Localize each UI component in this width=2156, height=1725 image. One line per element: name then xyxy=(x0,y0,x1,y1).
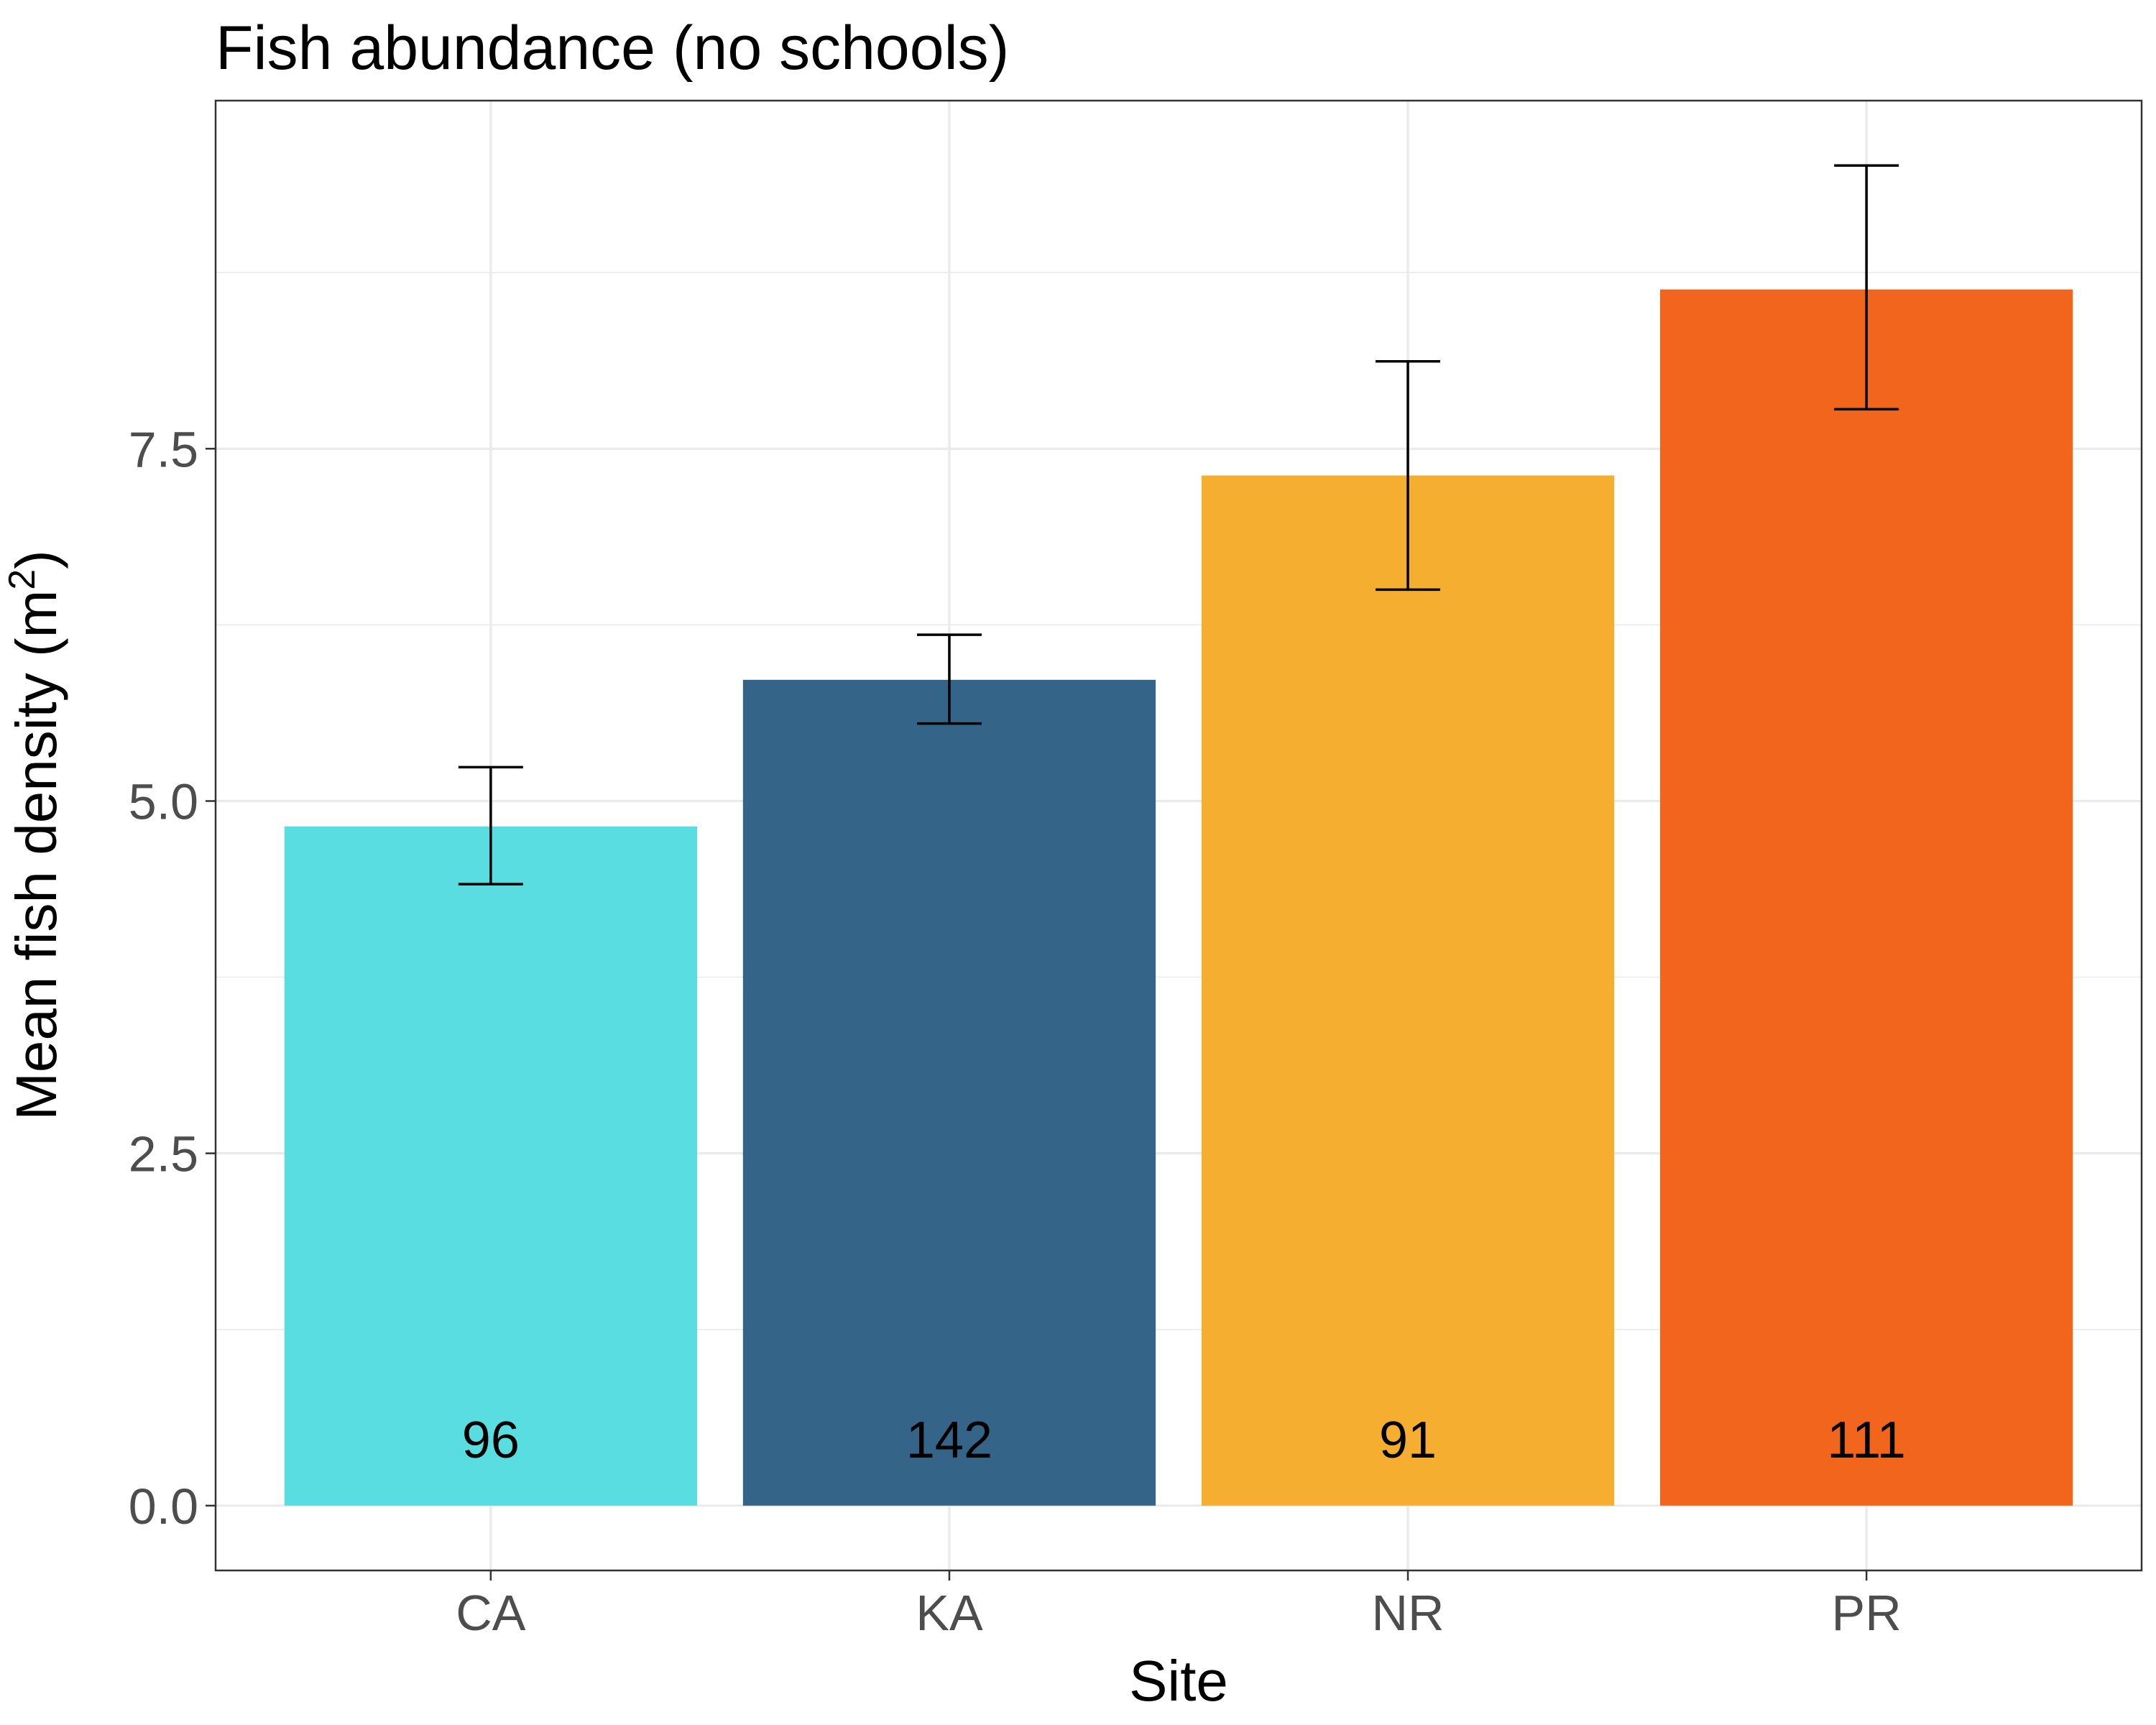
y-axis-title-main: Mean fish density (m xyxy=(4,590,68,1121)
count-label-ka: 142 xyxy=(906,1412,992,1469)
x-tick-label-ca: CA xyxy=(456,1585,526,1641)
bars xyxy=(284,289,2073,1506)
count-label-pr: 111 xyxy=(1827,1412,1905,1469)
error-bar-ca xyxy=(458,765,523,886)
count-labels: 96 142 91 111 xyxy=(462,1412,1906,1469)
y-axis: 0.0 2.5 5.0 7.5 xyxy=(129,421,216,1535)
x-axis-title: Site xyxy=(1129,1649,1228,1713)
y-axis-title-close: ) xyxy=(4,550,68,569)
plot-panel-border xyxy=(214,99,2143,1572)
y-axis-title: Mean fish density (m2) xyxy=(1,550,68,1121)
count-label-ca: 96 xyxy=(462,1412,520,1469)
bar-nr xyxy=(1201,475,1615,1506)
y-tick-label: 5.0 xyxy=(129,773,198,829)
bar-ka xyxy=(742,679,1156,1506)
y-tick-label: 0.0 xyxy=(129,1478,198,1535)
error-bar-pr xyxy=(1834,164,1899,411)
y-axis-title-superscript: 2 xyxy=(1,569,43,590)
chart-title: Fish abundance (no schools) xyxy=(216,14,1009,83)
x-axis: CA KA NR PR xyxy=(456,1570,1902,1641)
count-label-nr: 91 xyxy=(1379,1412,1437,1469)
error-bars xyxy=(458,164,1899,886)
error-bar-ka xyxy=(916,633,982,725)
y-tick-label: 7.5 xyxy=(129,421,198,477)
bar-pr xyxy=(1660,289,2073,1506)
error-bar-nr xyxy=(1376,359,1441,592)
y-tick-label: 2.5 xyxy=(129,1126,198,1182)
x-tick-label-pr: PR xyxy=(1832,1585,1902,1641)
x-tick-label-nr: NR xyxy=(1371,1585,1444,1641)
x-tick-label-ka: KA xyxy=(916,1585,983,1641)
bar-ca xyxy=(284,826,697,1506)
